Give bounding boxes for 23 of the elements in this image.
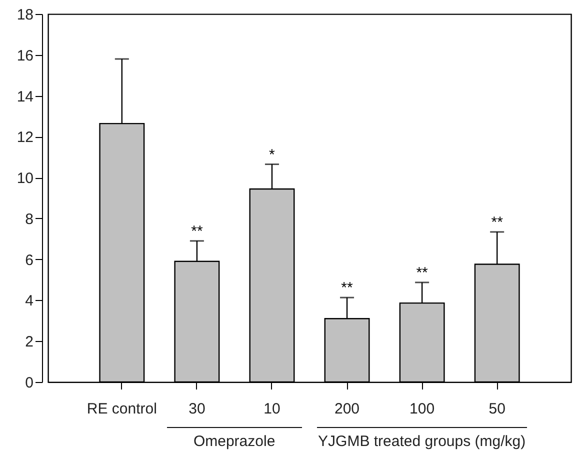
x-tick-label: 100 — [410, 400, 435, 418]
y-tick-label: 14 — [16, 88, 34, 106]
text: Omeprazole — [193, 433, 276, 450]
x-tick-label: 30 — [188, 400, 206, 418]
y-tick-label: 8 — [25, 210, 34, 228]
y-tick-label: 16 — [16, 47, 34, 64]
y-tick-label: 0 — [25, 374, 34, 392]
annotation: ** — [491, 214, 504, 231]
annotation: ** — [416, 264, 428, 282]
y-tick-label: 18 — [16, 6, 34, 24]
y-tick-label: 4 — [25, 292, 34, 310]
annotation: ** — [191, 222, 203, 240]
x-tick-label: 50 — [488, 400, 506, 418]
y-tick-label: 12 — [16, 129, 34, 146]
y-tick-label: 2 — [25, 334, 34, 351]
y-tick-label: 6 — [25, 252, 34, 269]
x-tick-label: 10 — [264, 400, 280, 418]
annotation: ** — [341, 280, 354, 297]
y-tick-label: 10 — [16, 170, 34, 188]
text: YJGMB treated groups (mg/kg) — [318, 433, 526, 450]
x-tick-label: RE control — [86, 400, 157, 418]
x-tick-label: 200 — [334, 400, 360, 418]
annotation: * — [269, 146, 276, 164]
